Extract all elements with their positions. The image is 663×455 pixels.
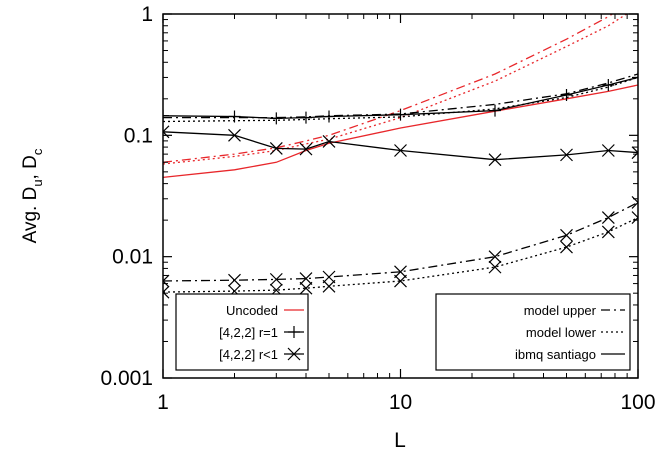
legend-label-0-2: [4,2,2] r<1 bbox=[219, 347, 278, 362]
series-5-point-7 bbox=[560, 88, 573, 101]
series-6-point-3 bbox=[299, 142, 313, 156]
series-6-point-8 bbox=[601, 144, 615, 157]
series-6-point-4 bbox=[322, 135, 336, 148]
series-7-point-8 bbox=[601, 211, 615, 224]
series-5-point-2 bbox=[270, 112, 283, 125]
legend-label-0-0: Uncoded bbox=[226, 303, 278, 318]
legend-marker-0-1 bbox=[288, 326, 300, 338]
y-tick-label-3: 1 bbox=[141, 3, 153, 26]
y-label-sub-c: c bbox=[30, 148, 45, 155]
series-line-3 bbox=[163, 73, 638, 119]
series-8-point-8 bbox=[601, 225, 615, 239]
y-tick-label-1: 0.01 bbox=[112, 246, 153, 269]
y-label-sep: , D bbox=[20, 155, 41, 179]
series-8-point-4 bbox=[322, 279, 336, 293]
legend-label-1-0: model upper bbox=[524, 303, 597, 318]
series-8-point-9 bbox=[631, 211, 638, 224]
series-5-point-0 bbox=[163, 109, 169, 122]
series-8-point-6 bbox=[488, 260, 502, 274]
series-5-point-1 bbox=[228, 110, 241, 123]
y-tick-label-2: 0.1 bbox=[124, 124, 153, 147]
x-axis-label: L bbox=[394, 429, 406, 452]
legend-label-1-1: model lower bbox=[526, 325, 597, 340]
series-8-point-3 bbox=[299, 281, 313, 295]
series-6-point-2 bbox=[269, 142, 283, 155]
legend-box-bottom-left bbox=[175, 293, 309, 371]
series-layer bbox=[163, 14, 638, 299]
series-5-point-8 bbox=[602, 78, 615, 91]
x-tick-label-1: 10 bbox=[389, 391, 412, 414]
series-7-point-4 bbox=[322, 270, 336, 284]
ticks-layer: 1 10 100 0.001 0.01 0.1 1 bbox=[100, 3, 655, 414]
series-line-4 bbox=[163, 76, 638, 123]
series-6-point-9 bbox=[631, 146, 638, 160]
y-label-main: Avg. D bbox=[20, 187, 41, 244]
series-8-point-5 bbox=[394, 274, 407, 288]
x-tick-label-0: 1 bbox=[157, 391, 169, 414]
series-line-0 bbox=[163, 14, 614, 163]
series-7-point-7 bbox=[560, 228, 573, 242]
series-6-point-7 bbox=[560, 148, 573, 162]
series-5-point-5 bbox=[394, 108, 407, 121]
series-6-point-6 bbox=[488, 153, 502, 167]
legend-layer: Uncoded [4,2,2] r=1 [4,2,2] r<1 model upper… bbox=[175, 293, 631, 371]
y-tick-label-0: 0.001 bbox=[100, 367, 153, 390]
legend-box-bottom-right bbox=[435, 293, 631, 371]
series-7-point-0 bbox=[163, 274, 170, 288]
series-line-2 bbox=[163, 84, 638, 179]
series-5-point-6 bbox=[489, 104, 502, 117]
series-line-7 bbox=[163, 201, 638, 282]
series-6-point-5 bbox=[394, 144, 407, 157]
legend-label-1-2: ibmq santiago bbox=[515, 347, 596, 362]
series-line-6 bbox=[163, 131, 638, 161]
series-7-point-2 bbox=[269, 272, 283, 286]
y-label-sub-u: u bbox=[30, 179, 45, 186]
series-7-point-6 bbox=[488, 250, 502, 264]
legend-marker-0-2 bbox=[287, 347, 301, 361]
x-tick-label-2: 100 bbox=[620, 391, 655, 414]
series-6-point-1 bbox=[228, 128, 241, 142]
legend-label-0-1: [4,2,2] r=1 bbox=[219, 325, 278, 340]
y-axis-label: Avg. Du, Dc bbox=[20, 148, 45, 243]
series-line-5 bbox=[163, 76, 638, 120]
series-line-1 bbox=[163, 14, 628, 165]
series-8-point-7 bbox=[560, 240, 573, 254]
series-5-point-4 bbox=[323, 110, 336, 123]
series-7-point-1 bbox=[228, 273, 241, 287]
series-8-point-0 bbox=[163, 285, 170, 299]
series-7-point-5 bbox=[394, 265, 407, 279]
series-7-point-3 bbox=[299, 272, 313, 285]
series-5-point-3 bbox=[299, 111, 312, 124]
